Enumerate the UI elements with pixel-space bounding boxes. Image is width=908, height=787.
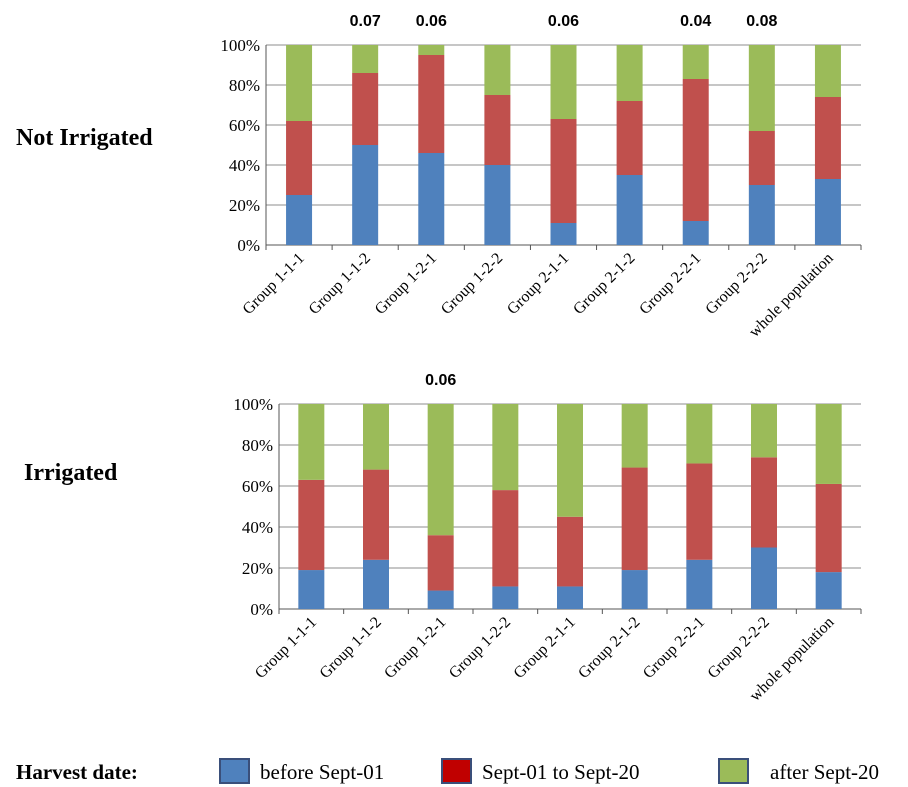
legend-label-after: after Sept-20 <box>770 760 880 784</box>
bar-segment-after <box>286 45 313 121</box>
legend: Harvest date: before Sept-01 Sept-01 to … <box>0 740 908 787</box>
bar-segment-before <box>298 570 325 609</box>
bar-segment-between <box>286 121 313 195</box>
bar-segment-between <box>492 490 519 587</box>
bar-segment-before <box>748 185 775 245</box>
bar-segment-before <box>286 195 313 245</box>
bar-annotation: 0.04 <box>680 13 711 30</box>
bar-segment-before <box>352 145 379 245</box>
bar-annotation: 0.06 <box>548 13 579 30</box>
y-tick-label: 60% <box>229 116 260 135</box>
y-tick-label: 40% <box>229 156 260 175</box>
legend-title: Harvest date: <box>16 760 138 784</box>
x-tick-label: Group 1-2-1 <box>372 250 440 318</box>
y-tick-label: 20% <box>242 559 273 578</box>
bar-segment-after <box>363 404 389 470</box>
bar-segment-between <box>751 457 777 548</box>
x-tick-label: Group 1-1-2 <box>306 250 374 318</box>
bar-segment-between <box>557 516 583 587</box>
legend-swatch-before <box>219 758 250 784</box>
y-tick-label: 100% <box>233 395 273 414</box>
bar-segment-between <box>815 483 842 573</box>
x-tick-label: Group 1-2-2 <box>446 614 514 682</box>
bar-segment-before <box>751 547 777 609</box>
bar-segment-before <box>557 586 583 609</box>
bar-segment-between <box>748 131 775 185</box>
bar-segment-between <box>352 73 379 145</box>
y-tick-label: 40% <box>242 518 273 537</box>
bar-segment-before <box>492 586 519 609</box>
bar-segment-after <box>492 404 519 491</box>
bar-segment-after <box>751 404 777 458</box>
x-tick-label: Group 2-2-2 <box>702 250 770 318</box>
y-tick-label: 20% <box>229 196 260 215</box>
bar-segment-before <box>418 153 445 245</box>
panel-label-not-irrigated: Not Irrigated <box>16 125 153 151</box>
bar-segment-between <box>682 79 709 221</box>
bar-segment-between <box>363 469 389 560</box>
legend-swatch-after <box>718 758 749 784</box>
bar-segment-before <box>814 179 841 245</box>
y-tick-label: 100% <box>220 36 260 55</box>
bar-segment-after <box>814 45 841 97</box>
x-tick-label: Group 2-1-1 <box>504 250 572 318</box>
bar-segment-before <box>621 570 648 609</box>
x-tick-label: Group 1-2-1 <box>381 614 449 682</box>
bar-segment-after <box>298 404 325 480</box>
bar-segment-before <box>363 559 389 609</box>
bar-segment-before <box>686 559 713 609</box>
bar-segment-before <box>682 221 709 245</box>
x-tick-label: Group 2-2-2 <box>705 614 773 682</box>
x-tick-label: Group 2-2-1 <box>640 614 708 682</box>
bar-segment-between <box>621 467 648 571</box>
bar-annotation: 0.06 <box>425 372 456 389</box>
bar-segment-after <box>748 45 775 131</box>
bar-segment-between <box>686 463 713 560</box>
bar-segment-after <box>815 404 842 484</box>
x-tick-label: Group 2-1-2 <box>570 250 638 318</box>
panel-label-irrigated: Irrigated <box>24 460 118 486</box>
bar-segment-before <box>550 223 577 245</box>
bar-annotation: 0.06 <box>416 13 447 30</box>
bar-annotation: 0.07 <box>350 13 381 30</box>
x-tick-label: Group 1-1-1 <box>252 614 320 682</box>
x-tick-label: Group 2-2-1 <box>636 250 704 318</box>
x-tick-label: Group 2-1-2 <box>575 614 643 682</box>
legend-swatch-between <box>441 758 472 784</box>
bar-segment-after <box>550 45 577 119</box>
x-tick-label: Group 2-1-1 <box>511 614 579 682</box>
bar-segment-between <box>484 95 511 165</box>
bar-segment-between <box>616 101 643 175</box>
bar-segment-after <box>484 45 511 95</box>
y-tick-label: 0% <box>237 236 260 255</box>
x-tick-label: Group 1-2-2 <box>438 250 506 318</box>
bar-segment-after <box>621 404 648 468</box>
bar-segment-before <box>427 590 454 609</box>
bar-segment-after <box>682 45 709 79</box>
y-tick-label: 60% <box>242 477 273 496</box>
bar-segment-between <box>427 535 454 591</box>
y-tick-label: 0% <box>250 600 273 619</box>
x-tick-label: Group 1-1-1 <box>240 250 308 318</box>
bar-segment-after <box>352 45 379 73</box>
bar-segment-after <box>418 45 445 55</box>
y-tick-label: 80% <box>229 76 260 95</box>
bar-segment-between <box>418 55 445 153</box>
bar-annotation: 0.08 <box>746 13 777 30</box>
x-tick-label: Group 1-1-2 <box>317 614 385 682</box>
legend-label-between: Sept-01 to Sept-20 <box>482 760 640 784</box>
bar-segment-before <box>815 572 842 609</box>
bar-segment-before <box>484 165 511 245</box>
legend-label-before: before Sept-01 <box>260 760 385 784</box>
bar-segment-before <box>616 175 643 245</box>
bar-segment-after <box>686 404 713 464</box>
bar-segment-after <box>427 404 454 536</box>
bar-segment-after <box>557 404 583 517</box>
bar-segment-between <box>550 119 577 223</box>
bar-segment-between <box>814 97 841 179</box>
y-tick-label: 80% <box>242 436 273 455</box>
bar-segment-after <box>616 45 643 101</box>
bar-segment-between <box>298 479 325 571</box>
